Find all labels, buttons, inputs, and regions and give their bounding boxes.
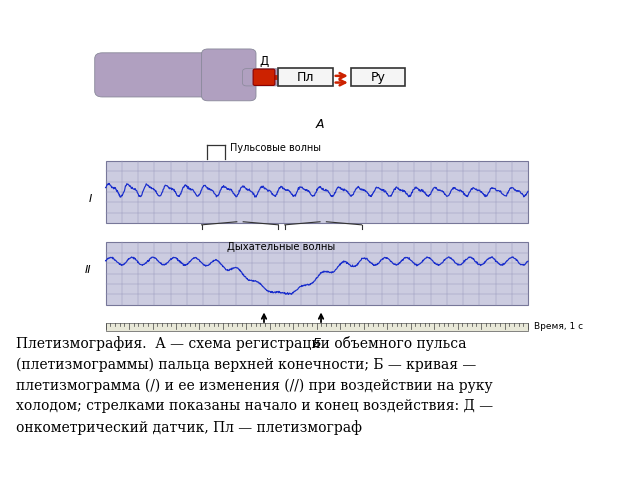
FancyBboxPatch shape <box>253 69 275 85</box>
Text: А: А <box>316 118 324 131</box>
FancyBboxPatch shape <box>95 53 222 97</box>
Bar <box>351 68 405 86</box>
Text: Пл: Пл <box>297 71 314 84</box>
FancyBboxPatch shape <box>202 49 256 101</box>
Text: Ру: Ру <box>371 71 385 84</box>
Text: плетизмограмма (/) и ее изменения (//) при воздействии на руку: плетизмограмма (/) и ее изменения (//) п… <box>16 378 493 393</box>
FancyBboxPatch shape <box>243 69 279 86</box>
Text: холодом; стрелками показаны начало и конец воздействия: Д —: холодом; стрелками показаны начало и кон… <box>16 399 493 413</box>
Text: Время, 1 с: Время, 1 с <box>534 323 584 331</box>
Text: Пульсовые волны: Пульсовые волны <box>230 144 321 153</box>
Text: онкометрический датчик, Пл — плетизмограф: онкометрический датчик, Пл — плетизмогра… <box>16 420 362 435</box>
Text: I: I <box>88 194 92 204</box>
Bar <box>106 323 528 331</box>
Text: Дыхательные волны: Дыхательные волны <box>227 242 336 252</box>
Text: Б: Б <box>312 337 321 350</box>
Text: Плетизмография.  А — схема регистрации объемного пульса: Плетизмография. А — схема регистрации об… <box>16 336 467 351</box>
Text: II: II <box>85 265 92 276</box>
Bar <box>106 161 528 223</box>
Bar <box>106 242 528 305</box>
Text: Д: Д <box>259 55 269 68</box>
Bar <box>278 68 333 86</box>
Text: (плетизмограммы) пальца верхней конечности; Б — кривая —: (плетизмограммы) пальца верхней конечнос… <box>16 357 476 372</box>
